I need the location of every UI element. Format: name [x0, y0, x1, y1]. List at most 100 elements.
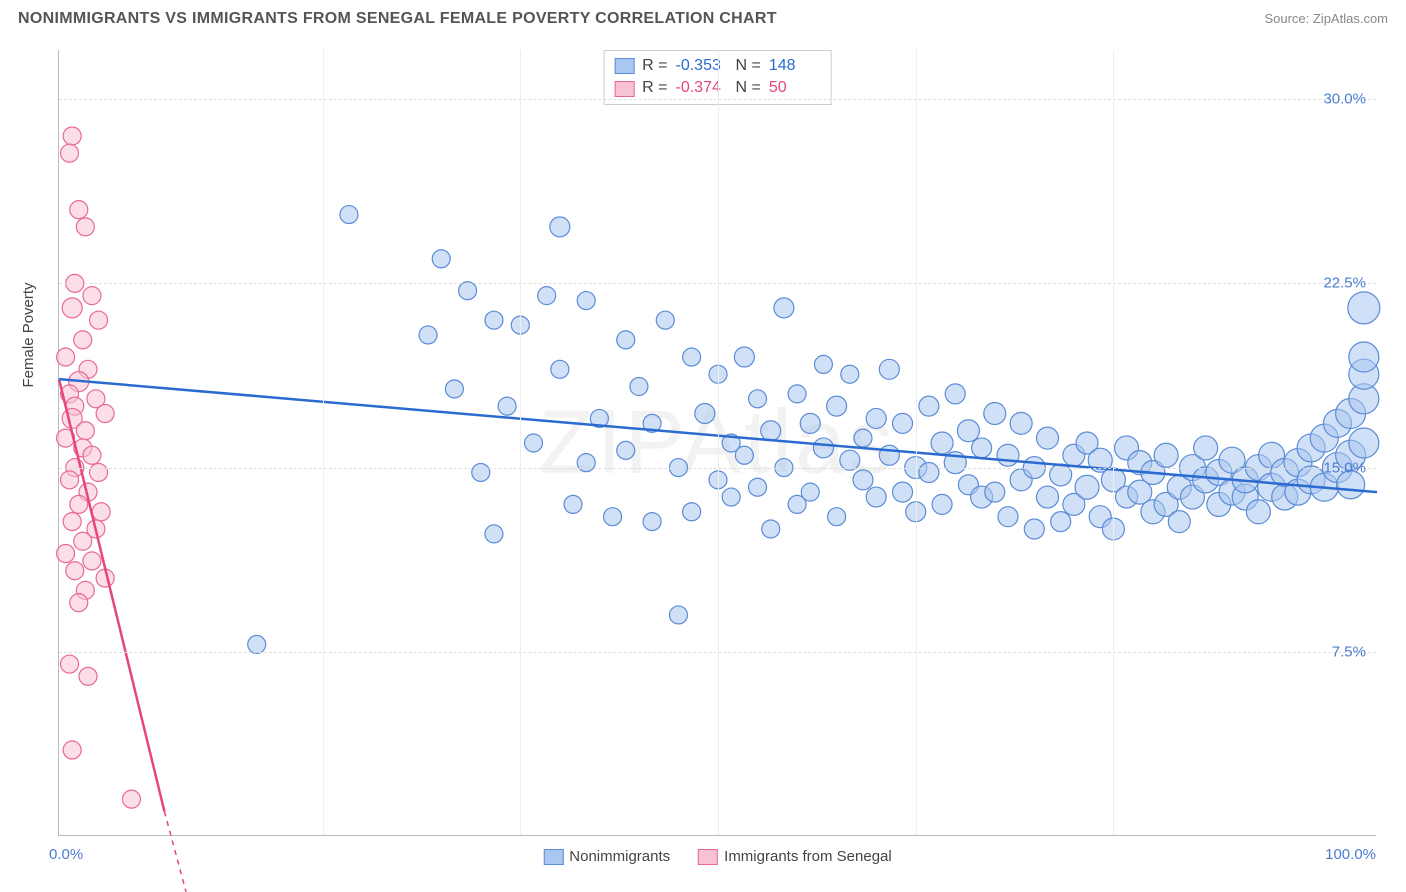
data-point	[538, 287, 556, 305]
data-point	[1010, 412, 1032, 434]
data-point	[749, 478, 767, 496]
data-point	[122, 790, 140, 808]
data-point	[70, 594, 88, 612]
data-point	[617, 331, 635, 349]
data-point	[340, 206, 358, 224]
data-point	[919, 396, 939, 416]
data-point	[76, 422, 94, 440]
data-point	[1194, 436, 1218, 460]
data-point	[57, 545, 75, 563]
data-point	[735, 446, 753, 464]
data-point	[498, 397, 516, 415]
data-point	[841, 365, 859, 383]
y-axis-label: Female Poverty	[20, 282, 37, 387]
data-point	[919, 462, 939, 482]
data-point	[83, 552, 101, 570]
data-point	[485, 525, 503, 543]
data-point	[957, 420, 979, 442]
data-point	[734, 347, 754, 367]
data-point	[893, 413, 913, 433]
trend-line-extension	[164, 811, 217, 892]
xtick-min: 0.0%	[49, 846, 83, 863]
data-point	[827, 396, 847, 416]
data-point	[931, 432, 953, 454]
data-point	[1348, 292, 1380, 324]
data-point	[1168, 511, 1190, 533]
data-point	[879, 445, 899, 465]
data-point	[248, 635, 266, 653]
data-point	[1024, 519, 1044, 539]
data-point	[524, 434, 542, 452]
legend-item-series2: Immigrants from Senegal	[698, 848, 892, 865]
data-point	[485, 311, 503, 329]
data-point	[1154, 443, 1178, 467]
data-point	[800, 413, 820, 433]
data-point	[866, 487, 886, 507]
data-point	[879, 359, 899, 379]
data-point	[551, 360, 569, 378]
data-point	[932, 494, 952, 514]
data-point	[419, 326, 437, 344]
data-point	[998, 507, 1018, 527]
chart-title: NONIMMIGRANTS VS IMMIGRANTS FROM SENEGAL…	[18, 10, 777, 28]
legend-item-series1: Nonimmigrants	[543, 848, 670, 865]
data-point	[61, 655, 79, 673]
ytick-label: 15.0%	[1323, 459, 1366, 476]
data-point	[1349, 428, 1379, 458]
data-point	[788, 385, 806, 403]
data-point	[577, 292, 595, 310]
plot-area: ZIPAtlas R = -0.353 N = 148 R = -0.374 N…	[58, 50, 1376, 836]
legend-label-series1: Nonimmigrants	[569, 848, 670, 865]
source-attribution: Source: ZipAtlas.com	[1264, 11, 1388, 26]
data-point	[853, 470, 873, 490]
data-point	[74, 532, 92, 550]
data-point	[1037, 427, 1059, 449]
data-point	[1349, 342, 1379, 372]
legend: Nonimmigrants Immigrants from Senegal	[543, 848, 891, 865]
legend-swatch-series1	[543, 849, 563, 865]
data-point	[61, 144, 79, 162]
data-point	[813, 438, 833, 458]
data-point	[432, 250, 450, 268]
data-point	[643, 513, 661, 531]
data-point	[762, 520, 780, 538]
ytick-label: 30.0%	[1323, 91, 1366, 108]
data-point	[76, 218, 94, 236]
data-point	[945, 384, 965, 404]
data-point	[564, 495, 582, 513]
data-point	[63, 127, 81, 145]
data-point	[61, 471, 79, 489]
data-point	[828, 508, 846, 526]
data-point	[669, 606, 687, 624]
data-point	[74, 331, 92, 349]
data-point	[577, 454, 595, 472]
legend-label-series2: Immigrants from Senegal	[724, 848, 892, 865]
title-bar: NONIMMIGRANTS VS IMMIGRANTS FROM SENEGAL…	[18, 10, 1388, 28]
data-point	[79, 667, 97, 685]
data-point	[972, 438, 992, 458]
data-point	[683, 348, 701, 366]
data-point	[1051, 512, 1071, 532]
data-point	[83, 287, 101, 305]
ytick-label: 7.5%	[1332, 643, 1366, 660]
data-point	[801, 483, 819, 501]
data-point	[445, 380, 463, 398]
data-point	[749, 390, 767, 408]
data-point	[472, 463, 490, 481]
data-point	[866, 408, 886, 428]
data-point	[604, 508, 622, 526]
data-point	[63, 741, 81, 759]
data-point	[814, 355, 832, 373]
data-point	[683, 503, 701, 521]
data-point	[695, 404, 715, 424]
data-point	[984, 403, 1006, 425]
data-point	[997, 444, 1019, 466]
data-point	[70, 495, 88, 513]
data-point	[96, 405, 114, 423]
data-point	[92, 503, 110, 521]
data-point	[90, 311, 108, 329]
data-point	[985, 482, 1005, 502]
ytick-label: 22.5%	[1323, 275, 1366, 292]
data-point	[722, 488, 740, 506]
data-point	[550, 217, 570, 237]
